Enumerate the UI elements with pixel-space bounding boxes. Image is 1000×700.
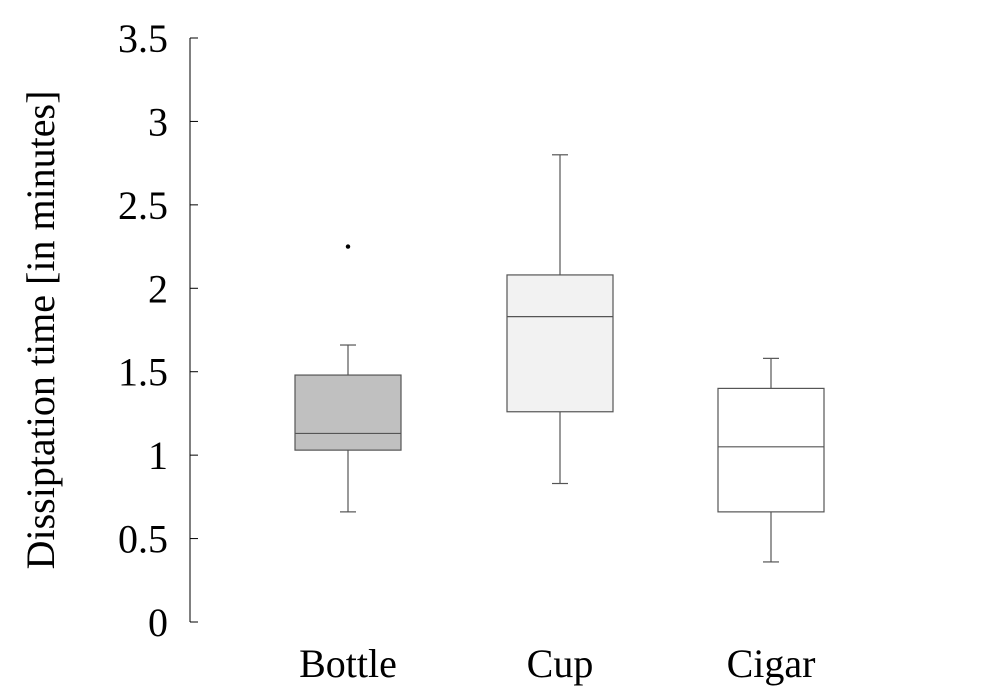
box-bottle: [294, 244, 402, 513]
y-tick-label: 2: [148, 266, 168, 311]
y-tick-label: 0: [148, 600, 168, 645]
y-tick-label: 1: [148, 433, 168, 478]
boxes: [294, 154, 825, 563]
outlier-point: [345, 244, 351, 249]
category-label-cigar: Cigar: [727, 641, 816, 686]
y-tick-label: 3.5: [118, 16, 168, 61]
y-axis-ticks: 0 0.5 1 1.5 2 2.5 3 3.5: [118, 16, 198, 645]
iqr-box: [506, 274, 614, 413]
y-tick-label: 3: [148, 99, 168, 144]
category-labels: Bottle Cup Cigar: [299, 641, 815, 686]
box-cup: [506, 154, 614, 485]
y-tick-label: 1.5: [118, 350, 168, 395]
iqr-box: [717, 387, 825, 513]
category-label-cup: Cup: [527, 641, 594, 686]
y-tick-label: 2.5: [118, 183, 168, 228]
y-tick-label: 0.5: [118, 517, 168, 562]
iqr-box: [294, 374, 402, 451]
box-cigar: [717, 357, 825, 563]
category-label-bottle: Bottle: [299, 641, 397, 686]
y-axis-title: Dissiptation time [in minutes]: [18, 91, 63, 570]
